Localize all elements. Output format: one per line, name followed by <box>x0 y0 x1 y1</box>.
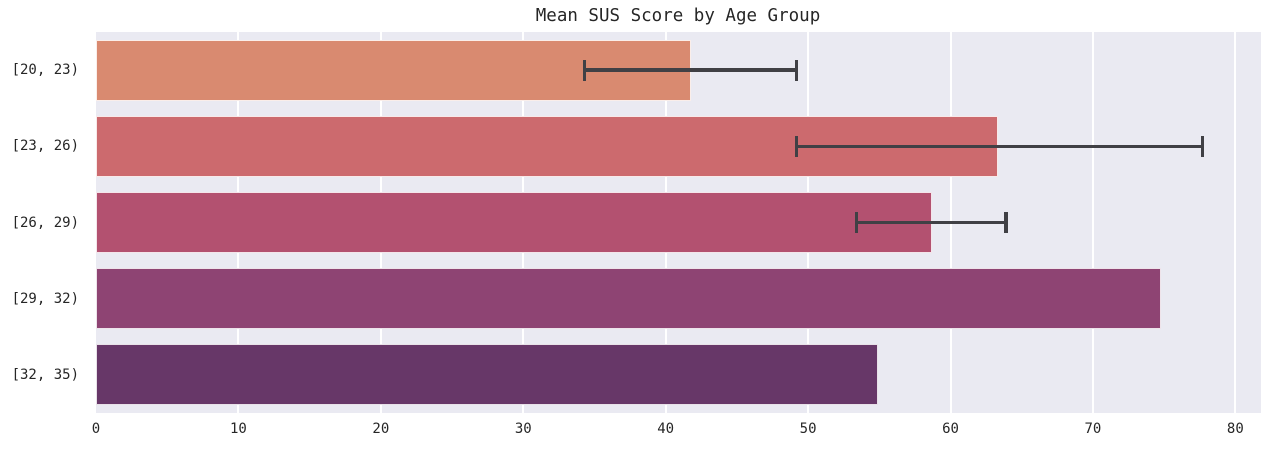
x-tick-label: 80 <box>1226 421 1244 437</box>
gridline <box>1091 32 1094 413</box>
x-tick-label: 20 <box>372 421 390 437</box>
chart-title: Mean SUS Score by Age Group <box>535 6 821 26</box>
x-tick-label: 40 <box>657 421 675 437</box>
y-tick-label: [20, 23) <box>11 62 79 79</box>
bar <box>96 268 1162 330</box>
x-tick-label: 60 <box>942 421 959 437</box>
gridline <box>1234 32 1237 413</box>
error-bar <box>796 144 1203 149</box>
y-tick-label: [23, 26) <box>11 138 79 155</box>
error-bar-cap <box>1200 135 1205 157</box>
error-bar-cap <box>794 135 799 157</box>
x-tick-label: 10 <box>229 421 247 437</box>
error-bar <box>584 68 797 72</box>
x-tick-label: 0 <box>91 421 101 437</box>
error-bar <box>856 220 1007 225</box>
y-tick-label: [26, 29) <box>11 214 79 231</box>
x-tick-label: 50 <box>799 421 817 437</box>
x-tick-label: 70 <box>1084 421 1102 437</box>
error-bar-cap <box>582 59 587 81</box>
bar <box>96 192 932 253</box>
error-bar-cap <box>794 59 799 81</box>
bar <box>96 344 878 406</box>
error-bar-cap <box>1004 212 1008 233</box>
error-bar-cap <box>854 212 859 233</box>
y-tick-label: [29, 32) <box>11 290 79 307</box>
y-tick-label: [32, 35) <box>11 366 79 383</box>
x-tick-label: 30 <box>514 421 532 437</box>
plot-area <box>96 32 1261 413</box>
